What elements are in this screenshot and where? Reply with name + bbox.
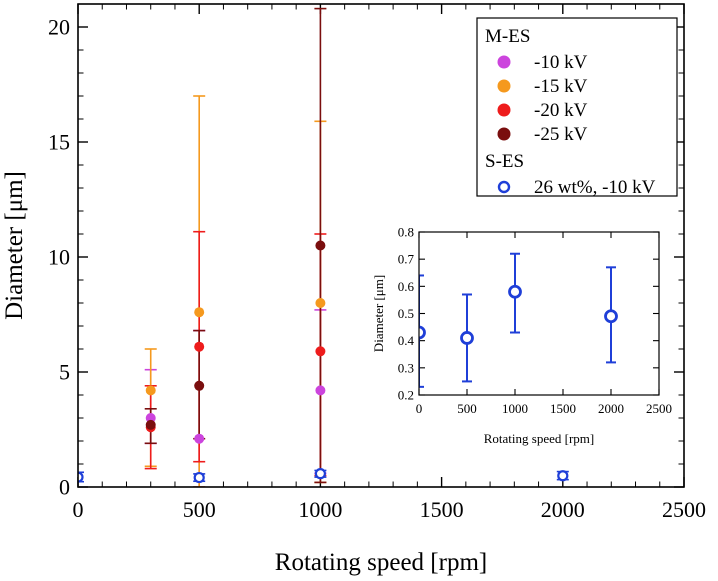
plot-background [419, 232, 659, 395]
legend-group-title: S-ES [485, 151, 524, 172]
y-tick-label: 0.8 [398, 225, 414, 240]
legend-label: 26 wt%, -10 kV [534, 177, 656, 198]
x-tick-label: 0 [416, 401, 423, 416]
legend-label: -15 kV [534, 76, 588, 97]
y-tick-label: 20 [48, 15, 70, 40]
data-point [194, 341, 205, 352]
y-tick-label: 5 [59, 360, 70, 385]
legend-marker [497, 103, 511, 117]
legend-item: -20 kV [497, 100, 588, 121]
x-tick-label: 1500 [420, 497, 464, 522]
y-tick-label: 0.5 [398, 306, 414, 321]
legend-marker [497, 79, 511, 93]
x-tick-label: 2500 [662, 497, 706, 522]
x-tick-label: 0 [73, 497, 84, 522]
y-tick-label: 0.3 [398, 360, 414, 375]
y-tick-label: 0 [59, 475, 70, 500]
data-point [194, 307, 205, 318]
data-point [315, 240, 326, 251]
x-tick-label: 1000 [502, 401, 528, 416]
y-tick-label: 0.2 [398, 388, 414, 403]
data-point [145, 419, 156, 430]
y-tick-label: 0.6 [398, 279, 415, 294]
data-point [194, 380, 205, 391]
data-point [78, 471, 84, 483]
legend-group-title: M-ES [485, 26, 530, 47]
x-tick-label: 2500 [646, 401, 672, 416]
legend: M-ES-10 kV -15 kV -20 kV -25 kV S-ES 26 wt%, … [476, 17, 678, 198]
x-tick-label: 500 [457, 401, 477, 416]
x-tick-label: 2000 [598, 401, 624, 416]
x-tick-label: 1500 [550, 401, 576, 416]
data-point [419, 325, 426, 340]
x-axis-title: Rotating speed [rpm] [275, 549, 487, 576]
data-point [604, 309, 618, 324]
data-point [557, 470, 569, 482]
data-point [314, 468, 326, 480]
data-point [508, 284, 522, 299]
data-point [194, 433, 205, 444]
legend-box [476, 17, 678, 197]
inset-plot: 0 500 1000 1500 2000 2500 0.2 0.3 0.4 0.5 0.6 0.7 0.… [371, 225, 672, 446]
legend-label: -25 kV [534, 124, 588, 145]
legend-marker [497, 127, 511, 141]
legend-item: -15 kV [497, 76, 588, 97]
legend-item: 26 wt%, -10 kV [497, 177, 656, 198]
x-tick-label: 2000 [541, 497, 585, 522]
y-tick-label: 0.7 [398, 252, 415, 267]
data-point [315, 346, 326, 357]
plot-area [419, 252, 618, 388]
y-tick-label: 15 [48, 130, 70, 155]
data-point [145, 385, 156, 396]
data-point [315, 385, 326, 396]
x-tick-label: 1000 [298, 497, 342, 522]
legend-marker [497, 180, 511, 194]
legend-item: -25 kV [497, 124, 588, 145]
legend-item: -10 kV [497, 52, 588, 73]
y-tick-label: 0.4 [398, 333, 415, 348]
data-point [460, 331, 474, 345]
y-axis-title: Diameter [μm] [1, 171, 28, 320]
legend-label: -20 kV [534, 100, 588, 121]
legend-label: -10 kV [534, 52, 588, 73]
data-point [193, 471, 205, 484]
x-axis-title: Rotating speed [rpm] [484, 431, 594, 446]
y-axis-title: Diameter [μm] [371, 275, 386, 352]
plot-frame [418, 231, 660, 396]
plot-frame [77, 3, 685, 488]
x-tick-label: 500 [183, 497, 216, 522]
data-point [315, 298, 326, 308]
data-point [145, 413, 156, 423]
y-tick-label: 10 [48, 245, 70, 270]
main-plot: 0 500 1000 1500 2000 2500 0 5 10 15 20 Rotating spe… [1, 3, 706, 576]
plot-area [78, 7, 569, 487]
legend-marker [497, 55, 511, 69]
